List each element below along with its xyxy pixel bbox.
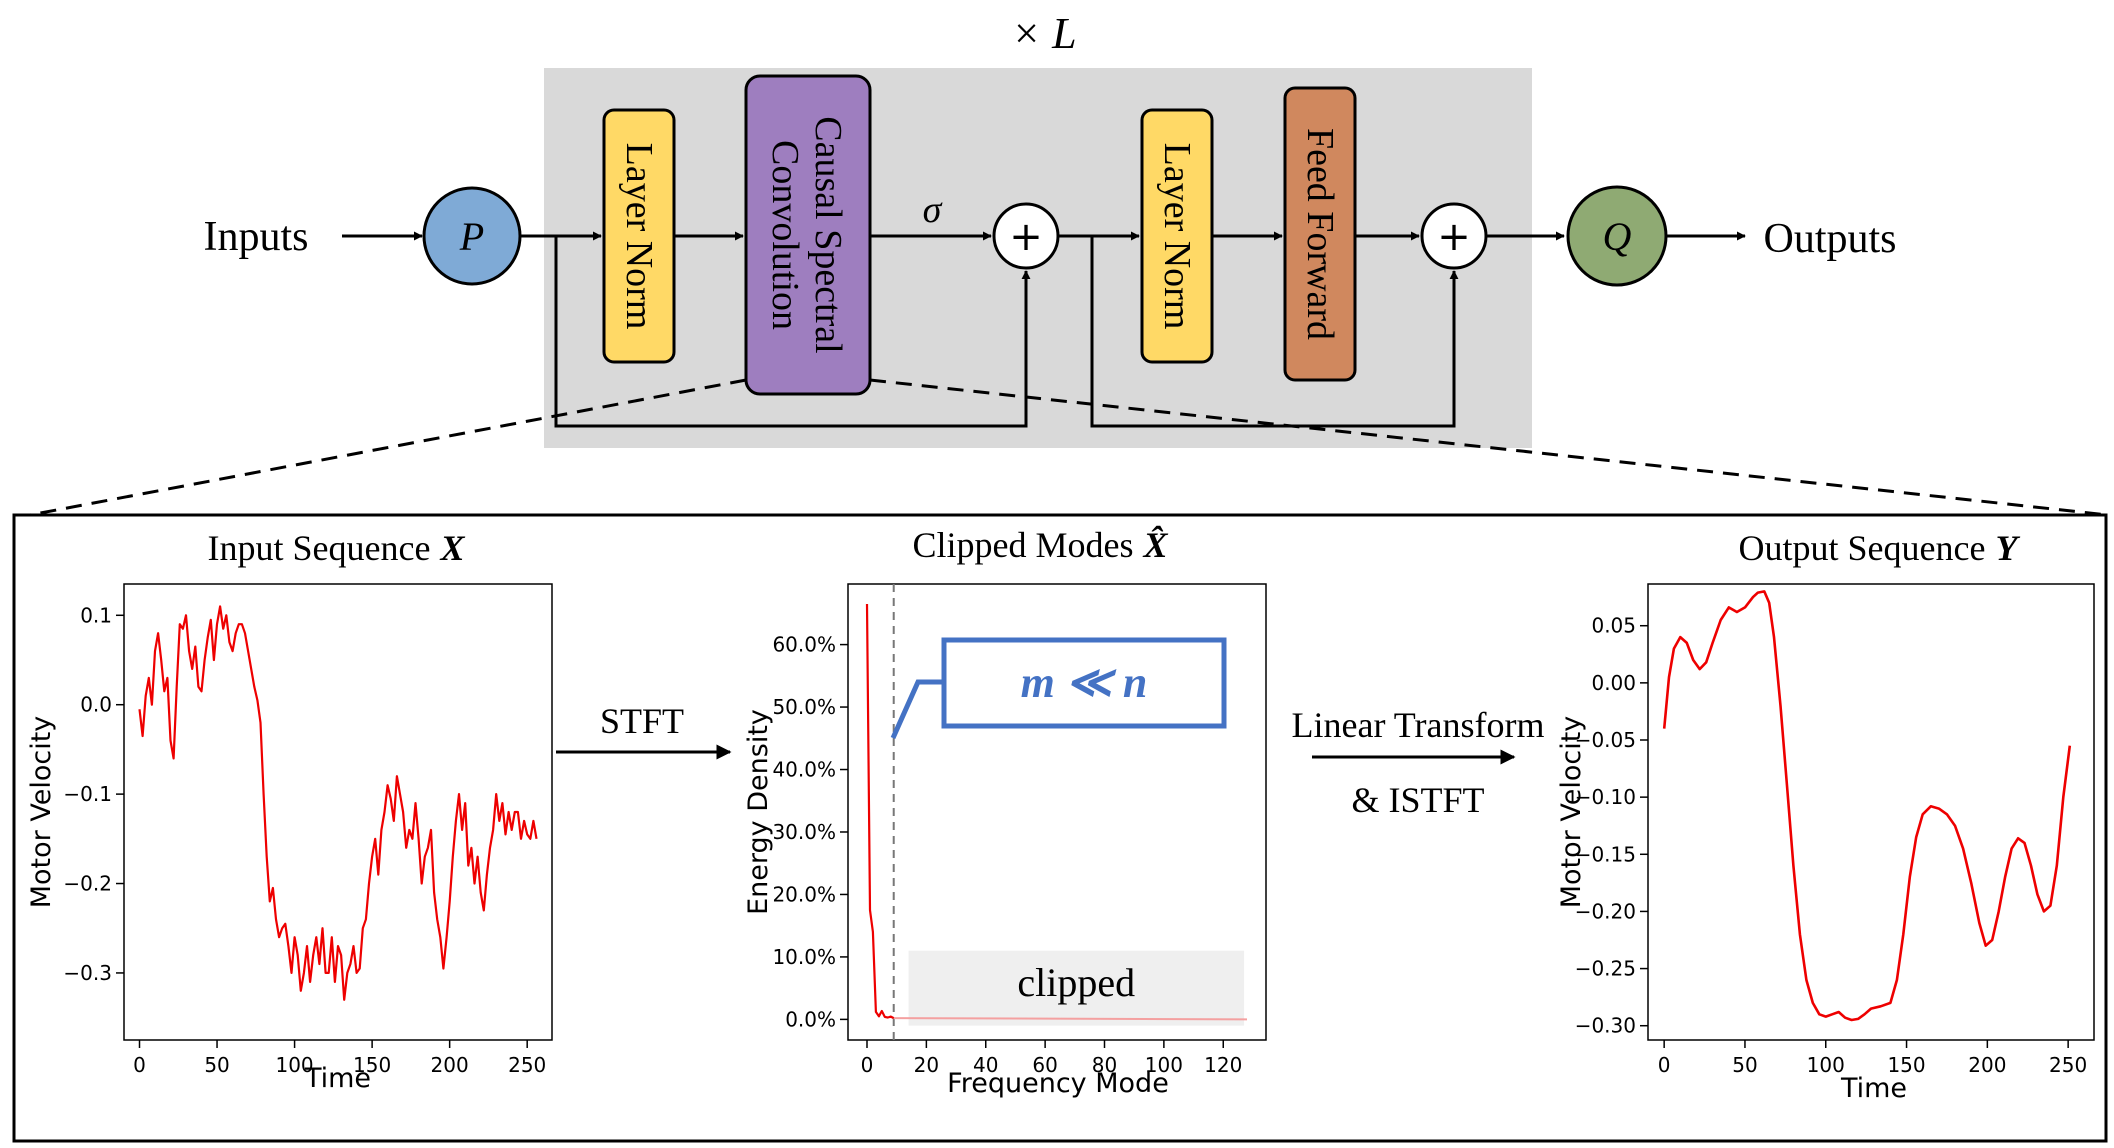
clipped-region xyxy=(908,950,1245,1026)
layer-norm-label-2: Layer Norm xyxy=(1156,143,1198,330)
modes-chart-ylabel: Energy Density xyxy=(743,709,774,915)
output-chart-title-symbol: Y xyxy=(1995,528,2020,568)
layer-norm-label-1: Layer Norm xyxy=(618,143,660,330)
output-chart-plot-area xyxy=(1647,583,2095,1041)
x-tick-label: 100 xyxy=(275,1053,313,1077)
output-chart-title: Output Sequence Y xyxy=(1739,528,2021,568)
x-tick-label: 40 xyxy=(973,1053,998,1077)
q-node-label: Q xyxy=(1603,214,1632,259)
input-chart-ylabel: Motor Velocity xyxy=(26,716,57,909)
x-tick-label: 200 xyxy=(1968,1053,2006,1077)
output-chart-ylabel: Motor Velocity xyxy=(1556,716,1587,909)
y-tick-label: −0.1 xyxy=(63,782,112,806)
input-chart-series-line xyxy=(138,605,538,1001)
modes-chart-ticks: 0 20 40 60 80 100 120 0.0% 10.0% 20.0% 30.0% 40.0% 5… xyxy=(772,633,1242,1077)
modes-chart-plot-area xyxy=(847,583,1267,1041)
annotation-box xyxy=(941,637,1227,729)
x-tick-label: 150 xyxy=(353,1053,391,1077)
causal-conv-label-line2: Convolution xyxy=(764,140,806,330)
x-tick-label: 150 xyxy=(1887,1053,1925,1077)
x-tick-label: 0 xyxy=(861,1053,874,1077)
outputs-label: Outputs xyxy=(1763,216,1896,262)
istft-label: & ISTFT xyxy=(1351,780,1484,820)
residual-skip-1 xyxy=(554,236,1031,428)
input-chart-ticks: 0 50 100 150 200 250 0.1 0.0 −0.1 −0.2 −0.3 xyxy=(63,603,546,1077)
input-chart-title: Input Sequence X xyxy=(208,528,466,568)
output-chart-title-text: Output Sequence xyxy=(1739,528,1986,568)
input-chart-title-text: Input Sequence xyxy=(208,528,431,568)
x-tick-label: 0 xyxy=(1658,1053,1671,1077)
y-tick-label: 10.0% xyxy=(772,945,836,969)
feed-forward-block xyxy=(1283,86,1357,382)
feed-forward-label: Feed Forward xyxy=(1299,128,1341,340)
y-tick-label: 60.0% xyxy=(772,633,836,657)
architecture-diagram: × L Inputs P Layer Norm Causal Spectral … xyxy=(204,9,1897,448)
modes-chart-xlabel: Frequency Mode xyxy=(947,1068,1169,1099)
modes-chart-clipped-line xyxy=(893,1017,1248,1021)
modes-chart-title-symbol: X̂ xyxy=(1142,525,1168,565)
modes-chart-title: Clipped Modes X̂ xyxy=(912,525,1168,565)
causal-conv-label-line1: Causal Spectral xyxy=(807,116,849,353)
plus-label-1: + xyxy=(1009,214,1043,260)
detail-panel-frame xyxy=(12,513,2108,1143)
y-tick-label: 0.0% xyxy=(785,1007,836,1031)
clipped-modes-chart: Clipped Modes X̂ clipped 0 20 40 60 80 100 1200… xyxy=(743,525,1267,1099)
output-chart-xlabel: Time xyxy=(1840,1073,1907,1104)
plus-label-2: + xyxy=(1437,214,1471,260)
annotation-text: m ≪ n xyxy=(1021,658,1148,707)
x-tick-label: 80 xyxy=(1092,1053,1117,1077)
output-chart-series-line xyxy=(1662,590,2072,1022)
residual-skip-2 xyxy=(1090,236,1459,428)
y-tick-label: 20.0% xyxy=(772,882,836,906)
input-chart-plot-area xyxy=(123,583,553,1041)
repeat-count-label: × L xyxy=(1011,9,1076,58)
x-tick-label: 100 xyxy=(1807,1053,1845,1077)
y-tick-label: 0.00 xyxy=(1591,671,1636,695)
y-tick-label: 50.0% xyxy=(772,695,836,719)
sigma-activation-label: σ xyxy=(923,189,943,231)
x-tick-label: 120 xyxy=(1204,1053,1242,1077)
output-chart-ticks: 0 50 100 150 200 250 0.05 0.00 −0.05 −0.10 −0.15 −0… xyxy=(1575,614,2088,1077)
y-tick-label: −0.15 xyxy=(1575,842,1636,866)
input-chart-xlabel: Time xyxy=(304,1063,371,1094)
input-sequence-chart: Input Sequence X 0 50 100 150 200 250 0.1 0.0 −0.… xyxy=(26,528,553,1094)
annotation-leader-line xyxy=(890,679,944,740)
y-tick-label: 30.0% xyxy=(772,820,836,844)
y-tick-label: 0.05 xyxy=(1591,614,1636,638)
linear-transform-label: Linear Transform xyxy=(1292,705,1545,745)
y-tick-label: 0.0 xyxy=(80,693,112,717)
inputs-label: Inputs xyxy=(204,214,309,260)
y-tick-label: 0.1 xyxy=(80,603,112,627)
x-tick-label: 50 xyxy=(204,1053,229,1077)
y-tick-label: −0.2 xyxy=(63,872,112,896)
x-tick-label: 100 xyxy=(1145,1053,1183,1077)
y-tick-label: −0.30 xyxy=(1575,1014,1636,1038)
x-tick-label: 20 xyxy=(914,1053,939,1077)
y-tick-label: 40.0% xyxy=(772,758,836,782)
y-tick-label: −0.3 xyxy=(63,961,112,985)
x-tick-label: 0 xyxy=(133,1053,146,1077)
zoom-dashed-line-left xyxy=(29,378,747,517)
x-tick-label: 250 xyxy=(508,1053,546,1077)
x-tick-label: 50 xyxy=(1732,1053,1757,1077)
x-tick-label: 250 xyxy=(2049,1053,2087,1077)
y-tick-label: −0.25 xyxy=(1575,957,1636,981)
y-tick-label: −0.10 xyxy=(1575,785,1636,809)
x-tick-label: 200 xyxy=(431,1053,469,1077)
y-tick-label: −0.05 xyxy=(1575,728,1636,752)
input-chart-title-symbol: X xyxy=(439,528,465,568)
output-sequence-chart: Output Sequence Y 0 50 100 150 200 250 0.05 0.00… xyxy=(1556,528,2095,1104)
modes-chart-kept-line xyxy=(865,603,895,1020)
modes-chart-title-text: Clipped Modes xyxy=(912,525,1133,565)
p-node-label: P xyxy=(459,214,484,259)
clipped-region-label: clipped xyxy=(1017,960,1135,1005)
stft-label: STFT xyxy=(600,701,684,741)
x-tick-label: 60 xyxy=(1032,1053,1057,1077)
y-tick-label: −0.20 xyxy=(1575,899,1636,923)
